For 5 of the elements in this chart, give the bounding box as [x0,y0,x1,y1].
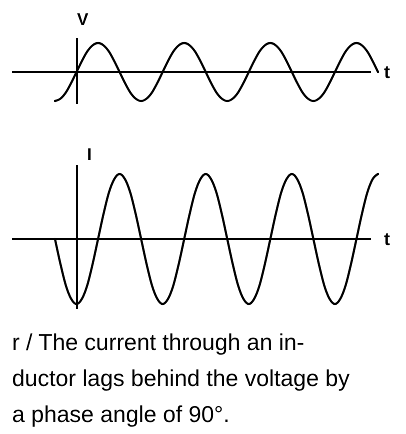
y-axis-title: I [87,145,92,164]
x-axis-title: t [384,229,390,249]
x-axis-title: t [384,62,390,82]
text: r / The current through an in- ductor lags behind the voltage by a phase angle of 90°. [12,329,350,427]
y-axis-title: V [77,10,89,29]
